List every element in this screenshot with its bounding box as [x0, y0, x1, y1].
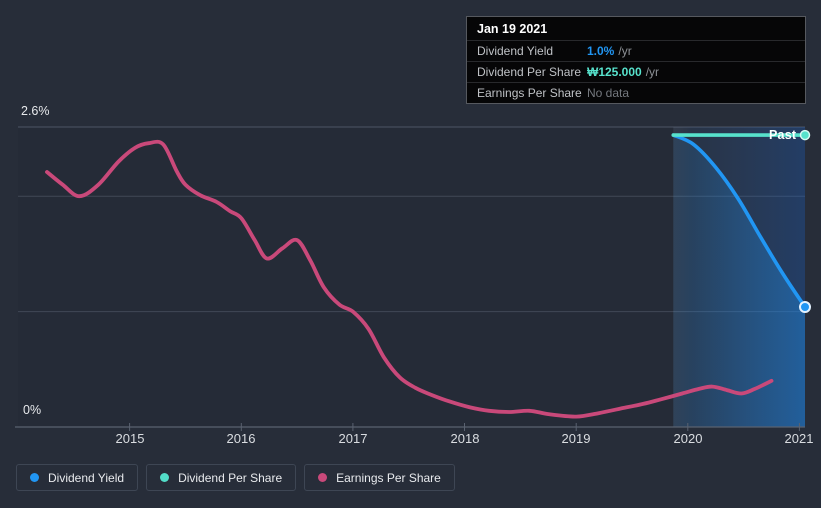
legend-item-dividend-yield[interactable]: Dividend Yield — [16, 464, 139, 491]
tooltip-label: Earnings Per Share — [477, 86, 582, 100]
x-axis-label-2021: 2021 — [784, 431, 814, 446]
x-axis-label-2016: 2016 — [226, 431, 256, 446]
tooltip-unit: /yr — [645, 65, 660, 79]
x-axis-label-2015: 2015 — [115, 431, 145, 446]
earnings-per-share-dot-icon — [318, 473, 328, 482]
dividend-yield-area — [673, 135, 805, 427]
x-axis-label-2020: 2020 — [673, 431, 703, 446]
tooltip-row-earnings-per-share: Earnings Per Share No data — [467, 82, 805, 103]
tooltip-label: Dividend Per Share — [477, 65, 582, 79]
legend-label: Dividend Yield — [48, 470, 125, 485]
dividend-yield-dot-icon — [30, 473, 39, 482]
legend-label: Dividend Per Share — [178, 470, 283, 485]
tooltip: Jan 19 2021 Dividend Yield 1.0% /yr Divi… — [466, 16, 806, 104]
legend-item-dividend-per-share[interactable]: Dividend Per Share — [146, 464, 297, 491]
dividend-yield-marker — [799, 301, 811, 313]
tooltip-row-dividend-yield: Dividend Yield 1.0% /yr — [467, 40, 805, 61]
tooltip-unit: /yr — [618, 44, 632, 58]
past-region-label: Past — [769, 128, 797, 142]
legend-item-earnings-per-share[interactable]: Earnings Per Share — [304, 464, 455, 491]
legend-label: Earnings Per Share — [336, 470, 441, 485]
dividend-per-share-marker — [799, 129, 811, 141]
tooltip-value: 1.0% — [587, 44, 615, 58]
dividend-per-share-dot-icon — [160, 473, 170, 482]
earnings-per-share-line — [45, 139, 774, 419]
tooltip-row-dividend-per-share: Dividend Per Share ₩125.000 /yr — [467, 61, 805, 82]
y-axis-label-zero: 0% — [23, 403, 42, 417]
x-axis-label-2019: 2019 — [561, 431, 591, 446]
dividend-yield-line — [671, 133, 807, 309]
tooltip-value: ₩125.000 — [587, 65, 642, 79]
tooltip-value: No data — [587, 86, 630, 100]
legend: Dividend Yield Dividend Per Share Earnin… — [16, 464, 455, 491]
tooltip-date: Jan 19 2021 — [477, 22, 548, 36]
x-axis-label-2018: 2018 — [450, 431, 480, 446]
tooltip-label: Dividend Yield — [477, 44, 554, 58]
x-axis-label-2017: 2017 — [338, 431, 368, 446]
y-axis-label-max: 2.6% — [21, 104, 50, 118]
